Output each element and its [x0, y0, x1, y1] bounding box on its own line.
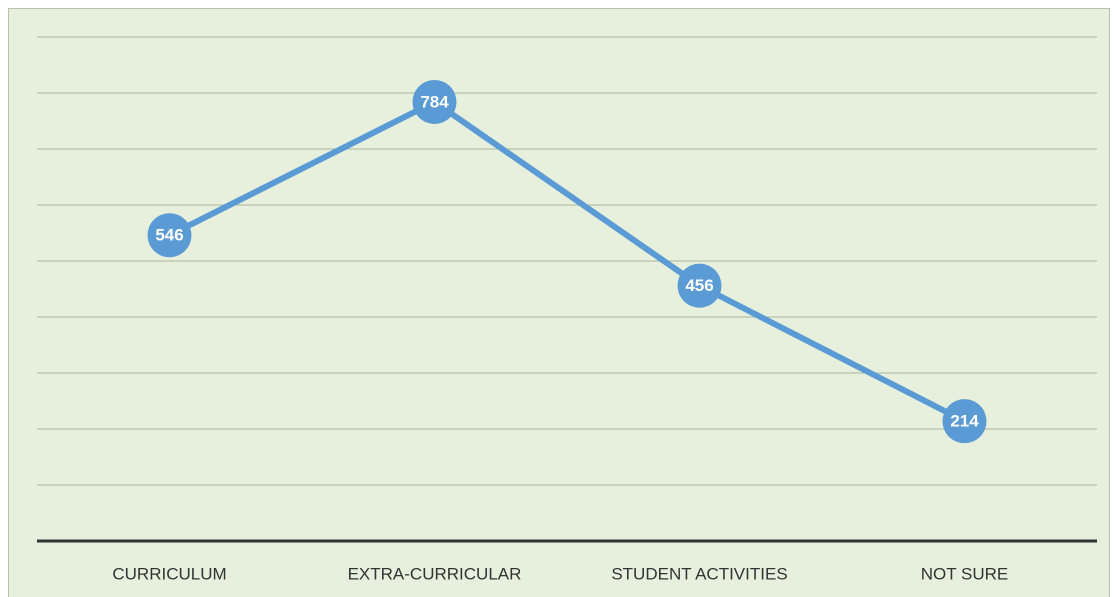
- data-label: 784: [420, 92, 449, 111]
- data-label: 214: [950, 412, 979, 431]
- x-tick-label: STUDENT ACTIVITIES: [611, 564, 787, 583]
- data-point: [412, 79, 457, 124]
- chart-background: [8, 8, 1110, 597]
- x-tick-label: NOT SURE: [921, 564, 1009, 583]
- data-label: 546: [155, 226, 183, 245]
- data-point: [147, 213, 192, 258]
- x-tick-label: CURRICULUM: [112, 564, 226, 583]
- data-line: [168, 98, 966, 424]
- data-point: [942, 399, 987, 444]
- x-tick-label: EXTRA-CURRICULAR: [348, 564, 522, 583]
- data-point: [677, 263, 722, 308]
- data-label: 456: [685, 276, 713, 295]
